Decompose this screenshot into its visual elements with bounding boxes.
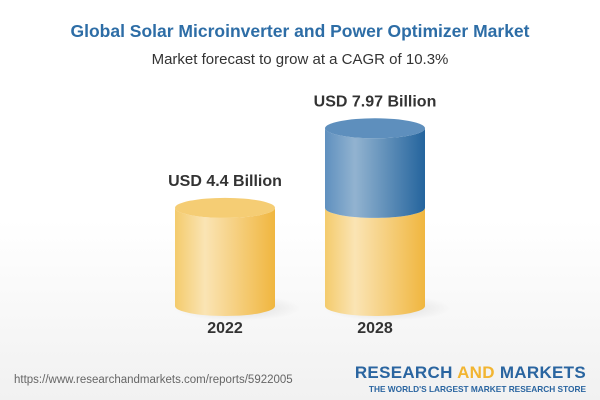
category-label: 2022 (207, 320, 243, 337)
cylinder-base-segment (175, 207, 275, 316)
data-label: USD 4.4 Billion (168, 173, 282, 190)
cylinder-top (175, 197, 275, 218)
cylinder-top (325, 118, 425, 139)
category-label: 2028 (357, 320, 393, 337)
source-url[interactable]: https://www.researchandmarkets.com/repor… (14, 374, 293, 386)
cylinder-growth-segment (325, 128, 425, 218)
research-and-markets-logo: RESEARCH AND MARKETS THE WORLD'S LARGEST… (354, 363, 586, 394)
data-label: USD 7.97 Billion (314, 93, 437, 110)
cylinder-base-segment (325, 207, 425, 316)
chart-subtitle: Market forecast to grow at a CAGR of 10.… (151, 51, 449, 68)
chart-title: Global Solar Microinverter and Power Opt… (70, 21, 530, 41)
